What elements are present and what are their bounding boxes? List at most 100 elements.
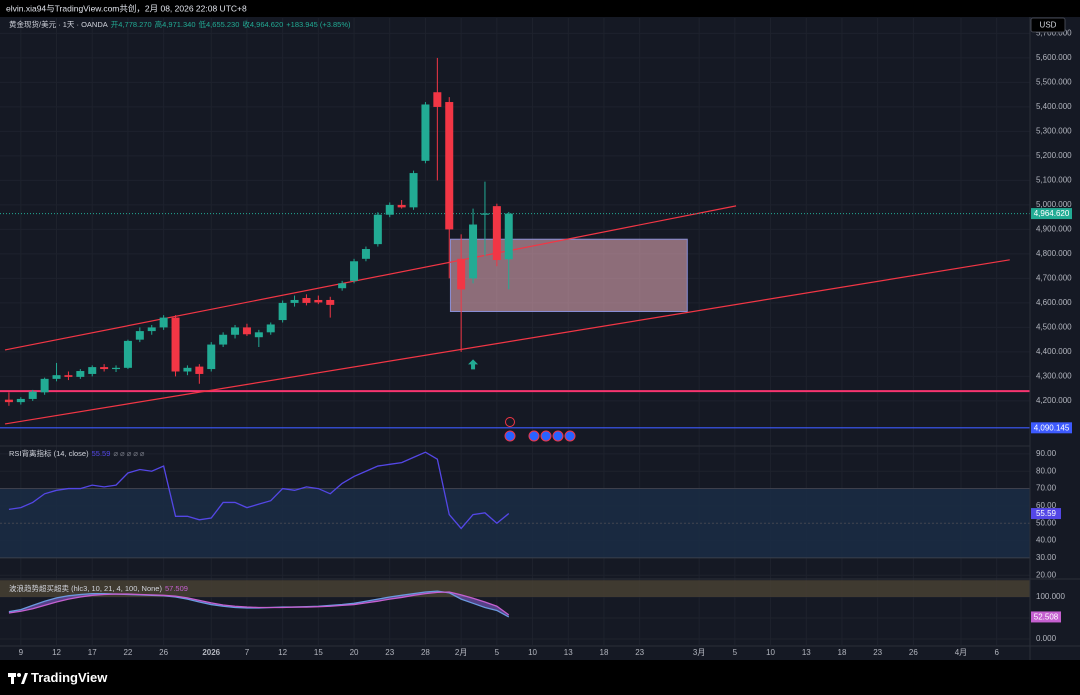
level-label: 4,090.145 bbox=[1034, 423, 1070, 432]
candle-body bbox=[88, 367, 97, 374]
y-tick-label: 50.00 bbox=[1036, 518, 1057, 527]
candle-body bbox=[64, 375, 73, 377]
logo-part bbox=[17, 673, 21, 677]
candle-body bbox=[445, 102, 454, 230]
event-icon bbox=[552, 430, 564, 442]
y-tick-label: 60.00 bbox=[1036, 501, 1057, 510]
y-tick-label: 5,400.000 bbox=[1036, 102, 1072, 111]
candle-body bbox=[147, 327, 156, 332]
event-icon bbox=[540, 430, 552, 442]
price-legend: 黄金现货/美元 · 1天 · OANDA 开4,778.270 高4,971.340… bbox=[9, 19, 351, 29]
band bbox=[0, 580, 1030, 598]
ohlc-value: 低4,655.230 bbox=[199, 19, 240, 29]
y-tick-label: 5,300.000 bbox=[1036, 127, 1072, 136]
line bbox=[8, 451, 510, 530]
candle-body bbox=[302, 298, 311, 303]
x-tick-label: 23 bbox=[873, 648, 882, 657]
chart-area bbox=[0, 17, 1080, 660]
candle-body bbox=[171, 317, 180, 372]
rsi-symbols: ⌀ ⌀ ⌀ ⌀ ⌀ bbox=[113, 449, 144, 458]
wave-value-label: 52.508 bbox=[1034, 613, 1059, 622]
rsi-title: RSI背离指标 (14, close) bbox=[9, 448, 89, 458]
candle-body bbox=[123, 340, 132, 368]
x-tick-label: 18 bbox=[838, 648, 847, 657]
x-tick-label: 26 bbox=[909, 648, 918, 657]
logo-part bbox=[21, 673, 28, 684]
x-tick-label: 12 bbox=[278, 648, 287, 657]
y-tick-label: 4,300.000 bbox=[1036, 372, 1072, 381]
symbol: 黄金现货/美元 · 1天 · OANDA bbox=[9, 19, 108, 29]
x-tick-label: 5 bbox=[495, 648, 500, 657]
candle-body bbox=[409, 173, 418, 208]
candle-body bbox=[457, 258, 466, 290]
candle-body bbox=[16, 398, 25, 403]
event-icon bbox=[564, 430, 576, 442]
x-tick-label: 4月 bbox=[955, 648, 967, 657]
candle-body bbox=[207, 344, 216, 370]
wave-value: 57.509 bbox=[165, 584, 188, 593]
x-tick-label: 2026 bbox=[202, 648, 220, 657]
y-tick-label: 0.000 bbox=[1036, 634, 1057, 643]
candle-body bbox=[40, 378, 49, 393]
wave-legend: 波浪趋势超买超卖 (hlc3, 10, 21, 4, 100, None) 57.… bbox=[9, 583, 188, 593]
x-tick-label: 5 bbox=[733, 648, 738, 657]
x-tick-label: 10 bbox=[766, 648, 775, 657]
candle-body bbox=[231, 327, 240, 335]
x-tick-label: 9 bbox=[19, 648, 24, 657]
candle-body bbox=[385, 204, 394, 215]
y-tick-label: 20.00 bbox=[1036, 570, 1057, 579]
candle-body bbox=[183, 367, 192, 372]
x-tick-label: 13 bbox=[802, 648, 811, 657]
event-icon bbox=[504, 430, 516, 442]
x-tick-label: 2月 bbox=[455, 648, 467, 657]
trend-line bbox=[4, 259, 1010, 425]
y-tick-label: 5,700.000 bbox=[1036, 29, 1072, 38]
logo bbox=[8, 673, 28, 684]
candle-body bbox=[504, 213, 513, 260]
candle-body bbox=[492, 206, 501, 261]
y-tick-label: 4,700.000 bbox=[1036, 274, 1072, 283]
brand: TradingView bbox=[31, 670, 108, 685]
x-tick-label: 17 bbox=[88, 648, 97, 657]
rsi-value-box bbox=[1031, 508, 1061, 520]
current-price-box bbox=[1031, 208, 1072, 220]
x-tick-label: 12 bbox=[52, 648, 61, 657]
level-label-box bbox=[1031, 422, 1072, 434]
line bbox=[8, 591, 510, 616]
rsi-value-label: 55.59 bbox=[1036, 509, 1057, 518]
trend-line bbox=[4, 205, 737, 351]
candle-body bbox=[52, 375, 61, 379]
event-icon bbox=[505, 417, 515, 427]
candle-body bbox=[254, 332, 263, 338]
x-tick-label: 26 bbox=[159, 648, 168, 657]
wave-title: 波浪趋势超买超卖 (hlc3, 10, 21, 4, 100, None) bbox=[9, 583, 162, 593]
wave-value-box bbox=[1031, 611, 1061, 623]
candle-body bbox=[100, 367, 109, 370]
y-tick-label: 5,600.000 bbox=[1036, 53, 1072, 62]
candle-body bbox=[373, 214, 382, 245]
currency: USD bbox=[1040, 21, 1057, 30]
x-tick-label: 7 bbox=[245, 648, 250, 657]
y-tick-label: 4,500.000 bbox=[1036, 323, 1072, 332]
footer bbox=[0, 662, 1080, 695]
event-icons bbox=[504, 417, 576, 442]
y-tick-label: 40.00 bbox=[1036, 536, 1057, 545]
candle-body bbox=[242, 327, 251, 335]
y-tick-label: 70.00 bbox=[1036, 484, 1057, 493]
candle-body bbox=[338, 283, 347, 289]
currency-button[interactable] bbox=[1030, 17, 1066, 33]
y-tick-label: 5,200.000 bbox=[1036, 151, 1072, 160]
ohlc-value: +183.945 (+3.85%) bbox=[286, 20, 351, 29]
x-tick-label: 23 bbox=[385, 648, 394, 657]
rsi-legend: RSI背离指标 (14, close) 55.59 ⌀ ⌀ ⌀ ⌀ ⌀ bbox=[9, 448, 145, 458]
x-tick-label: 22 bbox=[123, 648, 132, 657]
event-icon bbox=[528, 430, 540, 442]
candle-body bbox=[433, 92, 442, 107]
band bbox=[0, 488, 1030, 558]
candle-body bbox=[135, 331, 144, 340]
y-tick-label: 4,600.000 bbox=[1036, 298, 1072, 307]
y-tick-label: 90.00 bbox=[1036, 449, 1057, 458]
candle-body bbox=[28, 391, 37, 399]
